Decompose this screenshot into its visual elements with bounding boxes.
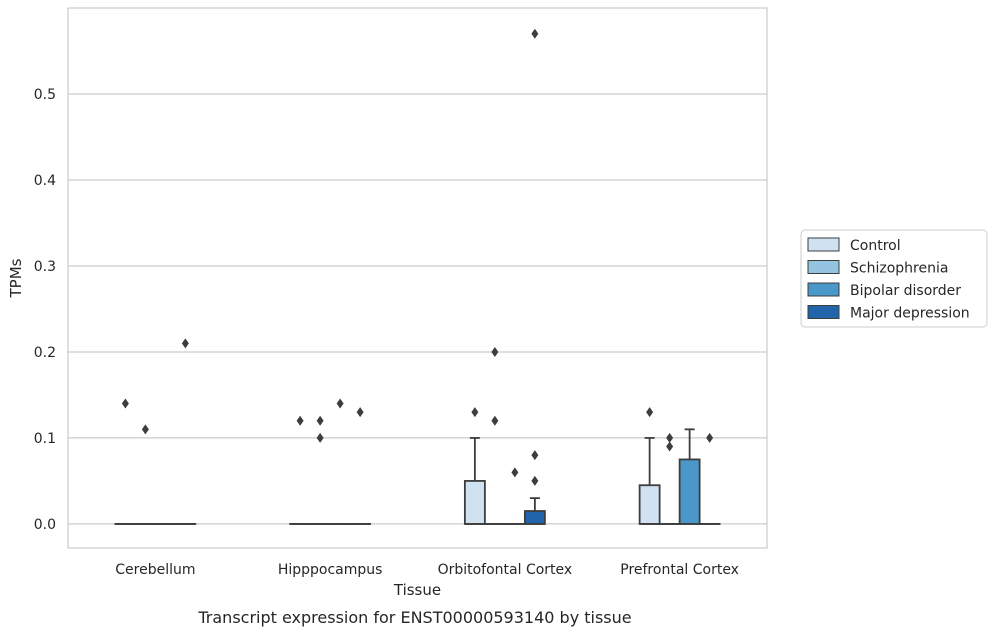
box-group (503, 467, 526, 525)
outlier-point (491, 415, 499, 426)
outlier-point (531, 450, 539, 461)
x-tick-label: Prefrontal Cortex (620, 562, 739, 578)
box-group (678, 428, 701, 525)
box-group (463, 407, 486, 525)
outlier-point (316, 415, 324, 426)
box-group (638, 407, 661, 525)
box-group (329, 398, 352, 525)
outlier-point (181, 338, 189, 349)
outlier-point (471, 407, 479, 418)
legend-swatch (807, 260, 840, 274)
y-tick-labels: 0.0 0.1 0.2 0.3 0.4 0.5 (34, 87, 56, 533)
outlier-point (706, 432, 714, 443)
legend: Control Schizophrenia Bipolar disorder Majo… (800, 229, 988, 328)
x-axis-title: Tissue (393, 581, 441, 599)
outlier-point (316, 432, 324, 443)
legend-swatch (807, 305, 840, 319)
outlier-point (666, 441, 674, 452)
outlier-point (336, 398, 344, 409)
outlier-point (646, 407, 654, 418)
y-tick-label: 0.5 (34, 87, 56, 103)
outlier-point (121, 398, 129, 409)
legend-label: Schizophrenia (850, 261, 948, 277)
box-group (698, 432, 721, 525)
box-group (289, 415, 312, 525)
box (523, 510, 546, 525)
x-tick-label: Hipppocampus (278, 562, 383, 578)
y-tick-label: 0.1 (34, 431, 56, 447)
y-tick-label: 0.4 (34, 173, 56, 189)
box-group (309, 415, 332, 525)
box-group (523, 28, 546, 525)
box-group (658, 432, 681, 525)
outlier-point (296, 415, 304, 426)
outlier-point (531, 28, 539, 39)
y-tick-label: 0.0 (34, 517, 56, 533)
figure-caption: Transcript expression for ENST0000059314… (197, 608, 631, 627)
box-group (134, 424, 157, 525)
outlier-point (491, 346, 499, 357)
box (638, 484, 661, 525)
x-tick-label: Cerebellum (115, 562, 195, 578)
gridlines (68, 93, 767, 525)
box (678, 458, 701, 525)
y-axis-title: TPMs (7, 258, 25, 298)
outlier-point (511, 467, 519, 478)
outlier-point (141, 424, 149, 435)
x-tick-labels: Cerebellum Hipppocampus Orbitofontal Corte… (115, 562, 739, 578)
y-tick-label: 0.2 (34, 345, 56, 361)
outlier-point (531, 475, 539, 486)
legend-swatch (807, 237, 840, 252)
outlier-point (356, 407, 364, 418)
box (463, 480, 486, 525)
outlier-point (666, 432, 674, 443)
legend-label: Major depression (850, 306, 970, 322)
box-group (349, 407, 372, 525)
plot-frame (67, 7, 768, 549)
legend-swatch (807, 282, 840, 297)
legend-label: Control (850, 238, 901, 254)
legend-label: Bipolar disorder (850, 283, 961, 299)
box-group (483, 346, 506, 525)
y-tick-label: 0.3 (34, 259, 56, 275)
box-group (114, 398, 137, 525)
plot-marks (114, 28, 721, 525)
legend-frame (800, 229, 988, 328)
x-tick-label: Orbitofontal Cortex (438, 562, 573, 578)
box-group (174, 338, 197, 525)
